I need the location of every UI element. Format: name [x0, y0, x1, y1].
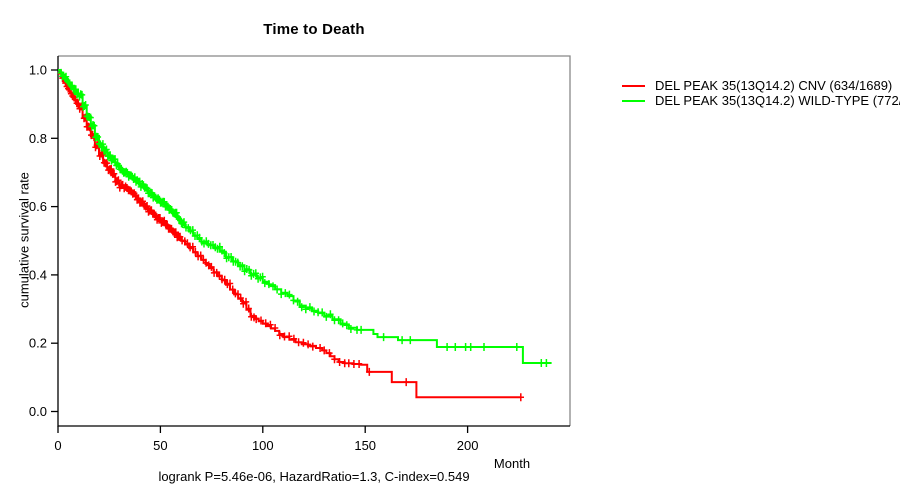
plot-box [58, 55, 571, 426]
svg-text:0.0: 0.0 [29, 404, 47, 419]
legend-label-cnv: DEL PEAK 35(13Q14.2) CNV (634/1689) [655, 78, 893, 93]
chart-title: Time to Death [263, 21, 365, 38]
legend-item-wild-type: DEL PEAK 35(13Q14.2) WILD-TYPE (772/26 [622, 93, 900, 108]
svg-text:150: 150 [354, 438, 376, 453]
svg-text:0.2: 0.2 [29, 336, 47, 351]
censor-marks [57, 68, 550, 367]
axis-lines [57, 56, 570, 427]
svg-text:200: 200 [457, 438, 479, 453]
series-cnv [57, 69, 524, 402]
x-axis-label: Month [493, 456, 531, 471]
logrank-stats-annotation: logrank P=5.46e-06, HazardRatio=1.3, C-i… [158, 469, 470, 484]
svg-text:50: 50 [153, 438, 167, 453]
legend-item-cnv: DEL PEAK 35(13Q14.2) CNV (634/1689) [622, 78, 900, 93]
svg-text:0.6: 0.6 [29, 199, 47, 214]
cnv-line-swatch [622, 84, 645, 87]
y-axis-label: cumulative survival rate [16, 172, 32, 308]
series-wild-type [57, 68, 552, 367]
wild-type-line-swatch [622, 99, 645, 102]
svg-text:100: 100 [252, 438, 274, 453]
svg-text:0.8: 0.8 [29, 131, 47, 146]
svg-text:0: 0 [54, 438, 61, 453]
svg-text:1.0: 1.0 [29, 63, 47, 78]
censor-marks [57, 69, 524, 402]
km-step-curve [58, 69, 521, 399]
svg-text:0.4: 0.4 [29, 267, 47, 282]
legend-label-wild-type: DEL PEAK 35(13Q14.2) WILD-TYPE (772/26 [655, 93, 900, 108]
legend: DEL PEAK 35(13Q14.2) CNV (634/1689) DEL … [622, 78, 900, 108]
km-step-curve [58, 69, 552, 364]
axis-ticks: 0 50 100 150 200 0.0 0.2 0.4 0.6 0.8 1.0 [29, 63, 479, 454]
